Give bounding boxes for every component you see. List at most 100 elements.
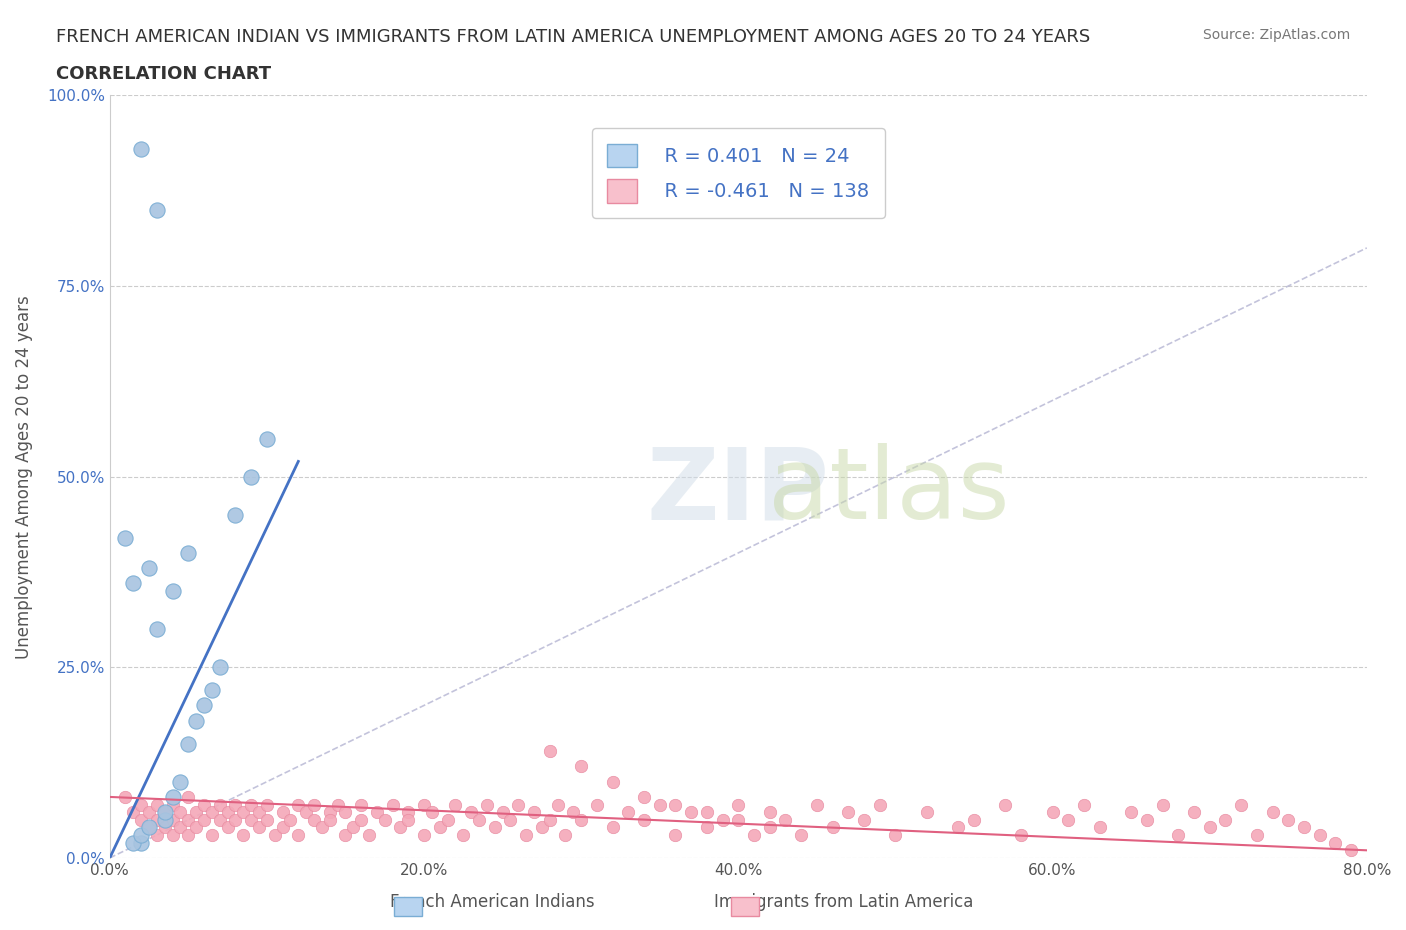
Point	[271, 804, 294, 819]
Point	[201, 828, 224, 843]
Point	[1215, 813, 1237, 828]
Point	[554, 828, 576, 843]
Point	[1324, 835, 1347, 850]
Point	[357, 828, 380, 843]
Point	[1057, 813, 1080, 828]
Point	[169, 820, 191, 835]
Point	[837, 804, 859, 819]
Point	[633, 813, 655, 828]
Point	[1261, 804, 1284, 819]
Point	[129, 828, 152, 843]
Point	[396, 804, 419, 819]
Point	[256, 813, 278, 828]
Point	[1073, 797, 1095, 812]
Point	[1136, 813, 1159, 828]
Text: Immigrants from Latin America: Immigrants from Latin America	[714, 894, 973, 911]
Point	[224, 813, 246, 828]
Point	[484, 820, 506, 835]
Point	[256, 797, 278, 812]
Point	[247, 820, 270, 835]
Point	[146, 797, 169, 812]
Point	[129, 141, 152, 156]
Point	[444, 797, 467, 812]
Point	[129, 797, 152, 812]
Point	[538, 813, 561, 828]
Point	[602, 775, 624, 790]
Point	[311, 820, 333, 835]
Point	[374, 813, 396, 828]
Point	[1182, 804, 1205, 819]
Point	[420, 804, 443, 819]
Point	[217, 820, 239, 835]
Point	[1198, 820, 1220, 835]
Point	[530, 820, 553, 835]
Point	[413, 797, 436, 812]
Point	[884, 828, 907, 843]
Point	[177, 828, 200, 843]
Point	[162, 813, 184, 828]
Point	[287, 828, 309, 843]
Point	[727, 797, 749, 812]
Point	[240, 797, 263, 812]
Point	[1167, 828, 1189, 843]
Point	[915, 804, 938, 819]
Point	[499, 813, 522, 828]
Point	[153, 804, 176, 819]
Point	[208, 813, 231, 828]
Point	[162, 584, 184, 599]
Text: ZIP: ZIP	[647, 444, 830, 540]
Point	[129, 813, 152, 828]
Point	[1042, 804, 1064, 819]
Point	[186, 713, 208, 728]
Point	[114, 790, 136, 804]
Point	[350, 813, 373, 828]
Point	[302, 797, 325, 812]
Point	[335, 804, 357, 819]
Point	[491, 804, 513, 819]
Point	[853, 813, 876, 828]
Point	[169, 775, 191, 790]
Point	[681, 804, 703, 819]
Point	[453, 828, 475, 843]
Point	[247, 804, 270, 819]
Point	[475, 797, 498, 812]
Point	[664, 797, 686, 812]
Point	[335, 828, 357, 843]
Point	[350, 797, 373, 812]
Point	[146, 203, 169, 218]
Text: atlas: atlas	[768, 444, 1010, 540]
Point	[193, 698, 215, 713]
Point	[790, 828, 813, 843]
Point	[727, 813, 749, 828]
Point	[1088, 820, 1111, 835]
Text: CORRELATION CHART: CORRELATION CHART	[56, 65, 271, 83]
Point	[742, 828, 765, 843]
Point	[711, 813, 734, 828]
Point	[153, 813, 176, 828]
Point	[193, 797, 215, 812]
Point	[758, 820, 780, 835]
Point	[617, 804, 640, 819]
Point	[232, 828, 254, 843]
Point	[508, 797, 530, 812]
Point	[1010, 828, 1032, 843]
Point	[326, 797, 349, 812]
Point	[1230, 797, 1253, 812]
Point	[122, 835, 145, 850]
Point	[114, 530, 136, 545]
Point	[468, 813, 491, 828]
Point	[122, 576, 145, 591]
Point	[562, 804, 585, 819]
Text: French American Indians: French American Indians	[389, 894, 595, 911]
Point	[381, 797, 404, 812]
Point	[193, 813, 215, 828]
Point	[177, 790, 200, 804]
Point	[256, 432, 278, 446]
Point	[366, 804, 388, 819]
Point	[948, 820, 970, 835]
Point	[186, 820, 208, 835]
Point	[138, 820, 160, 835]
Point	[429, 820, 451, 835]
Point	[224, 797, 246, 812]
Point	[869, 797, 891, 812]
